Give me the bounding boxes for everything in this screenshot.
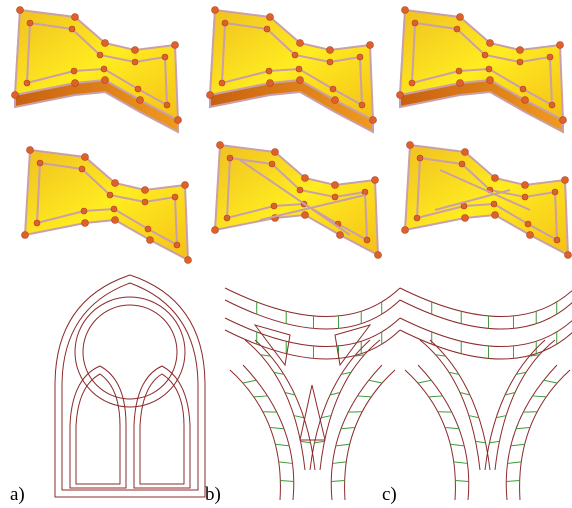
label: a): [10, 484, 25, 505]
stroke: [333, 462, 347, 464]
stroke: [336, 444, 350, 446]
stroke: [314, 441, 324, 442]
figure: a) b) c): [0, 0, 572, 508]
stroke: [294, 416, 304, 418]
stroke: [445, 428, 459, 429]
stroke: [450, 444, 464, 446]
stroke: [418, 380, 431, 383]
stroke: [345, 370, 395, 500]
stroke: [280, 480, 293, 481]
stroke: [508, 462, 522, 464]
stroke: [358, 396, 372, 397]
stroke: [254, 396, 268, 397]
stroke: [476, 441, 486, 442]
stroke: [331, 365, 382, 500]
row-3d: [12, 7, 567, 133]
stroke: [506, 480, 519, 481]
stroke: [429, 396, 443, 397]
stroke: [520, 370, 570, 500]
stroke: [225, 300, 400, 329]
stroke: [506, 365, 557, 500]
stroke: [230, 370, 280, 500]
stroke: [270, 428, 284, 429]
stroke: [420, 340, 480, 470]
stroke: [321, 416, 331, 418]
row-flat: [22, 142, 572, 264]
gothic-window: [55, 275, 205, 497]
stroke: [320, 340, 380, 470]
stroke: [455, 480, 468, 481]
stroke: [245, 340, 305, 470]
label: b): [205, 484, 221, 505]
stroke: [243, 365, 294, 500]
stroke: [400, 300, 572, 329]
stroke: [511, 444, 525, 446]
stroke: [418, 365, 469, 500]
stroke: [301, 441, 311, 442]
stroke: [279, 462, 293, 464]
stroke: [255, 325, 370, 440]
stroke: [495, 340, 555, 470]
stroke: [405, 370, 455, 500]
stroke: [275, 444, 289, 446]
stroke: [496, 416, 506, 418]
stroke: [369, 380, 382, 383]
stroke: [469, 416, 479, 418]
stroke: [489, 441, 499, 442]
tracery-c: [400, 288, 572, 500]
stroke: [544, 380, 557, 383]
stroke: [516, 428, 530, 429]
stroke: [341, 428, 355, 429]
stroke: [243, 380, 256, 383]
stroke: [454, 462, 468, 464]
stroke: [533, 396, 547, 397]
stroke: [331, 480, 344, 481]
label: c): [382, 484, 397, 505]
tracery-b: [225, 288, 400, 500]
stroke: [225, 330, 400, 359]
